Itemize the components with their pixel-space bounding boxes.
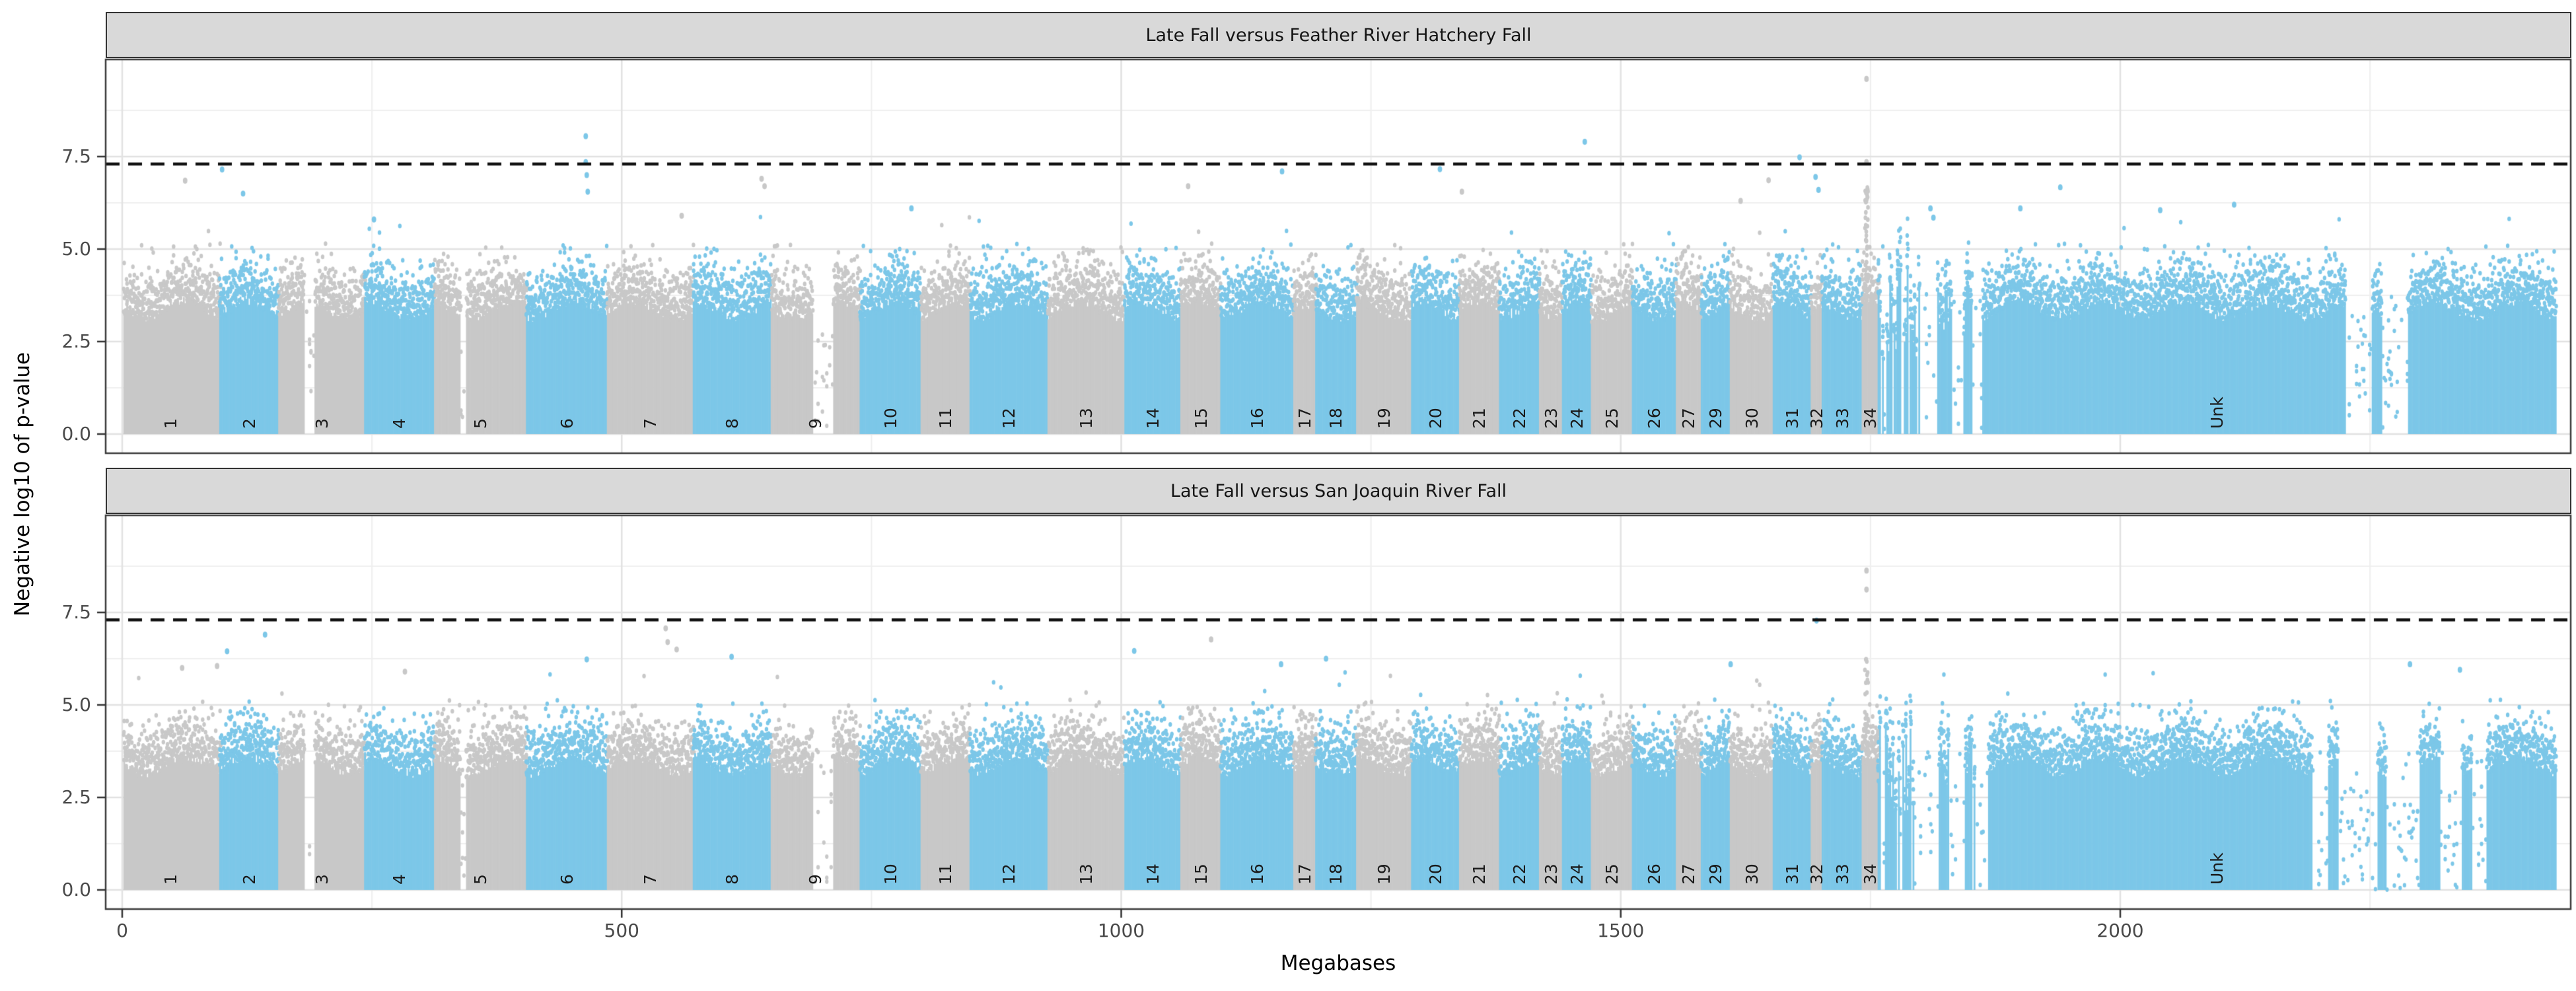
chromosome-label: 24 [1567, 863, 1587, 885]
y-axis-tick-label: 5.0 [61, 694, 91, 716]
chromosome-label: 15 [1191, 863, 1211, 885]
x-axis-tick-label: 1500 [1597, 920, 1645, 941]
chromosome-label: 29 [1706, 408, 1726, 429]
chromosome-label: 11 [936, 408, 956, 429]
y-axis-tick-label: 7.5 [61, 145, 91, 167]
chromosome-label: 32 [1807, 408, 1826, 429]
y-axis-tick-label: 5.0 [61, 238, 91, 260]
chromosome-label: 32 [1807, 863, 1826, 885]
chromosome-label: 31 [1782, 863, 1802, 885]
chromosome-label: 25 [1602, 408, 1622, 429]
chromosome-label: 19 [1375, 408, 1394, 429]
chromosome-label: 15 [1191, 408, 1211, 429]
chromosome-label: 26 [1645, 408, 1664, 429]
chromosome-label: 34 [1860, 863, 1880, 885]
x-axis-title: Megabases [1280, 951, 1396, 975]
chromosome-label: 14 [1143, 863, 1163, 885]
chromosome-label: 3 [312, 418, 332, 429]
y-axis-title: Negative log10 of p-value [11, 352, 34, 616]
chromosome-label: 12 [999, 408, 1019, 429]
chromosome-label: 16 [1247, 863, 1267, 885]
chromosome-label: 10 [880, 863, 900, 885]
chromosome-label: 20 [1425, 863, 1445, 885]
chromosome-label: 18 [1326, 863, 1346, 885]
chromosome-label: 5 [470, 418, 490, 429]
chromosome-label: 4 [390, 418, 410, 429]
chromosome-label: 8 [723, 418, 742, 429]
chromosome-label: 21 [1470, 863, 1489, 885]
chromosome-label: 1 [161, 418, 181, 429]
chromosome-label: 11 [936, 863, 956, 885]
chromosome-label: 16 [1247, 408, 1267, 429]
chromosome-label: 33 [1832, 408, 1852, 429]
chromosome-label: 19 [1375, 863, 1394, 885]
chromosome-label: 33 [1832, 863, 1852, 885]
y-axis-tick-label: 2.5 [61, 786, 91, 808]
facet-strip-2-label: Late Fall versus San Joaquin River Fall [1170, 480, 1507, 501]
chromosome-label: 27 [1679, 863, 1699, 885]
chromosome-label: 9 [806, 874, 826, 885]
chromosome-label: 13 [1077, 863, 1096, 885]
chromosome-label: 6 [557, 874, 577, 885]
chromosome-label: 6 [557, 418, 577, 429]
y-axis-tick-label: 0.0 [61, 423, 91, 445]
chromosome-label: 10 [880, 408, 900, 429]
chromosome-label: Unk [2207, 852, 2227, 885]
chromosome-label: 23 [1541, 863, 1561, 885]
chromosome-label: 2 [239, 418, 259, 429]
chromosome-label: 31 [1782, 408, 1802, 429]
chromosome-label: Unk [2207, 396, 2227, 429]
x-axis-tick-label: 2000 [2096, 920, 2144, 941]
chromosome-label: 4 [390, 874, 410, 885]
x-axis-tick-label: 500 [604, 920, 639, 941]
chromosome-label: 14 [1143, 408, 1163, 429]
chromosome-label: 13 [1077, 408, 1096, 429]
chromosome-label: 29 [1706, 863, 1726, 885]
chromosome-label: 12 [999, 863, 1019, 885]
chromosome-label: 21 [1470, 408, 1489, 429]
chromosome-label: 30 [1742, 408, 1762, 429]
chromosome-label: 26 [1645, 863, 1664, 885]
chromosome-label: 24 [1567, 408, 1587, 429]
facet-strip-1-label: Late Fall versus Feather River Hatchery … [1145, 24, 1532, 46]
chromosome-label: 18 [1326, 408, 1346, 429]
facet-strip-panel-1: Late Fall versus Feather River Hatchery … [106, 12, 2571, 58]
y-axis-tick-label: 7.5 [61, 601, 91, 623]
chromosome-label: 17 [1295, 863, 1314, 885]
facet-strip-panel-2: Late Fall versus San Joaquin River Fall [106, 468, 2571, 514]
chromosome-label: 23 [1541, 408, 1561, 429]
chromosome-label: 3 [312, 874, 332, 885]
chromosome-label: 25 [1602, 863, 1622, 885]
chromosome-label: 5 [470, 874, 490, 885]
chromosome-label: 34 [1860, 408, 1880, 429]
x-axis-tick-label: 0 [116, 920, 128, 941]
chromosome-label: 8 [723, 874, 742, 885]
chromosome-label: 1 [161, 874, 181, 885]
chromosome-label: 7 [641, 418, 661, 429]
chromosome-label: 27 [1679, 408, 1699, 429]
chromosome-label: 17 [1295, 408, 1314, 429]
chromosome-label: 22 [1509, 408, 1529, 429]
chromosome-label: 2 [239, 874, 259, 885]
chromosome-label: 20 [1425, 408, 1445, 429]
chromosome-label: 9 [806, 418, 826, 429]
y-axis-tick-label: 2.5 [61, 330, 91, 352]
x-axis-tick-label: 1000 [1097, 920, 1145, 941]
chromosome-label: 30 [1742, 863, 1762, 885]
chromosome-label: 22 [1509, 863, 1529, 885]
y-axis-tick-label: 0.0 [61, 879, 91, 900]
chromosome-label: 7 [641, 874, 661, 885]
